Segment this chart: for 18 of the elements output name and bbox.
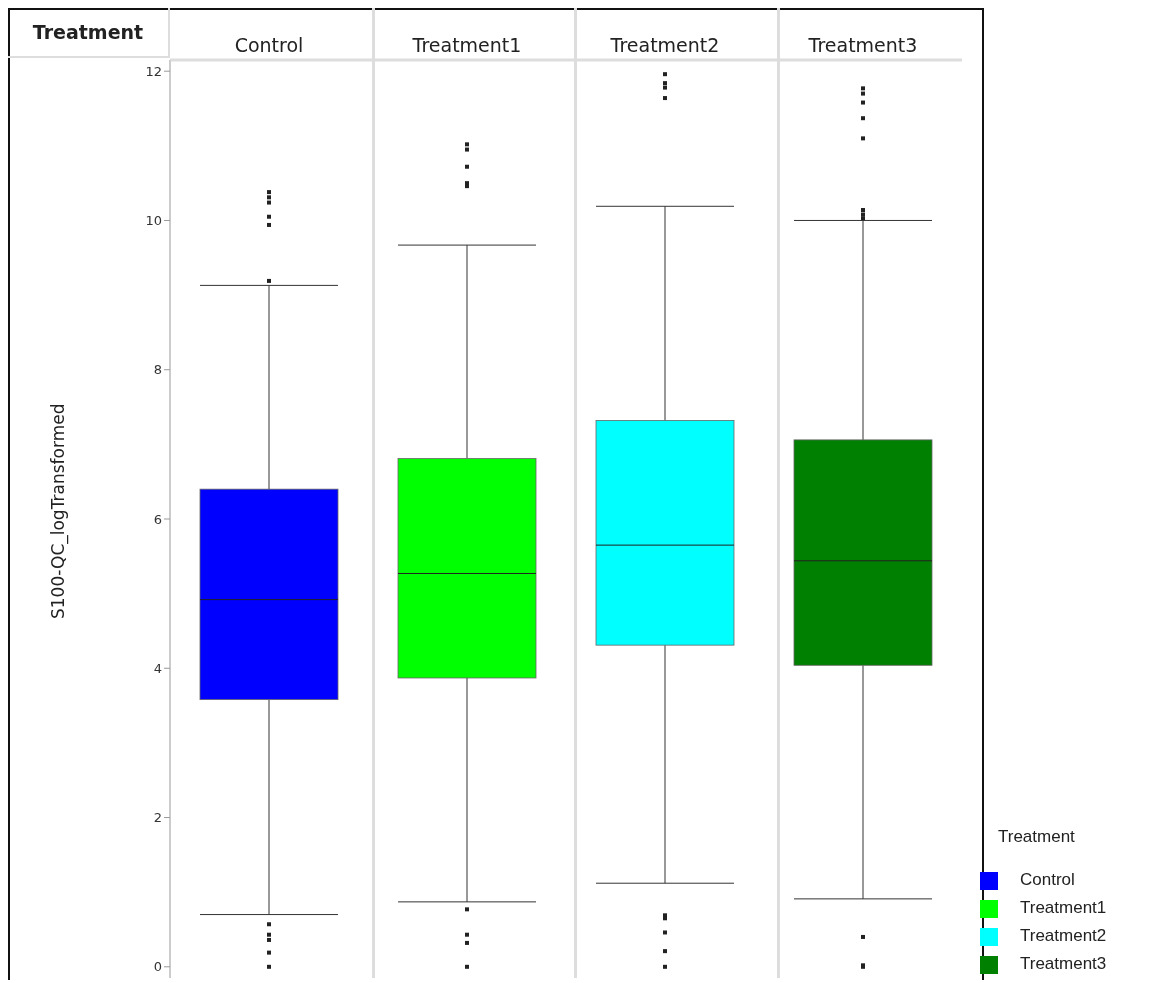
legend-label: Treatment3 xyxy=(1020,954,1107,973)
y-axis-title: S100-QC_logTransformed xyxy=(48,403,70,619)
legend-title: Treatment xyxy=(998,827,1075,847)
x-tick-label: Treatment3 xyxy=(807,34,918,56)
x-tick-label: Treatment1 xyxy=(411,34,522,56)
y-tick-label: 12 xyxy=(145,63,162,79)
y-tick-label: 10 xyxy=(145,213,162,229)
y-tick-label: 0 xyxy=(153,959,162,975)
y-tick-label: 2 xyxy=(153,810,162,826)
y-tick-label: 4 xyxy=(153,660,162,676)
x-axis-title: Treatment xyxy=(8,8,170,58)
legend-label: Treatment2 xyxy=(1020,926,1107,945)
x-tick-label: Treatment2 xyxy=(609,34,720,56)
y-tick-label: 8 xyxy=(153,362,162,378)
legend-label: Control xyxy=(1020,870,1075,889)
legend-label: Treatment1 xyxy=(1020,898,1107,917)
y-tick-label: 6 xyxy=(153,511,162,527)
x-tick-label: Control xyxy=(234,34,304,56)
